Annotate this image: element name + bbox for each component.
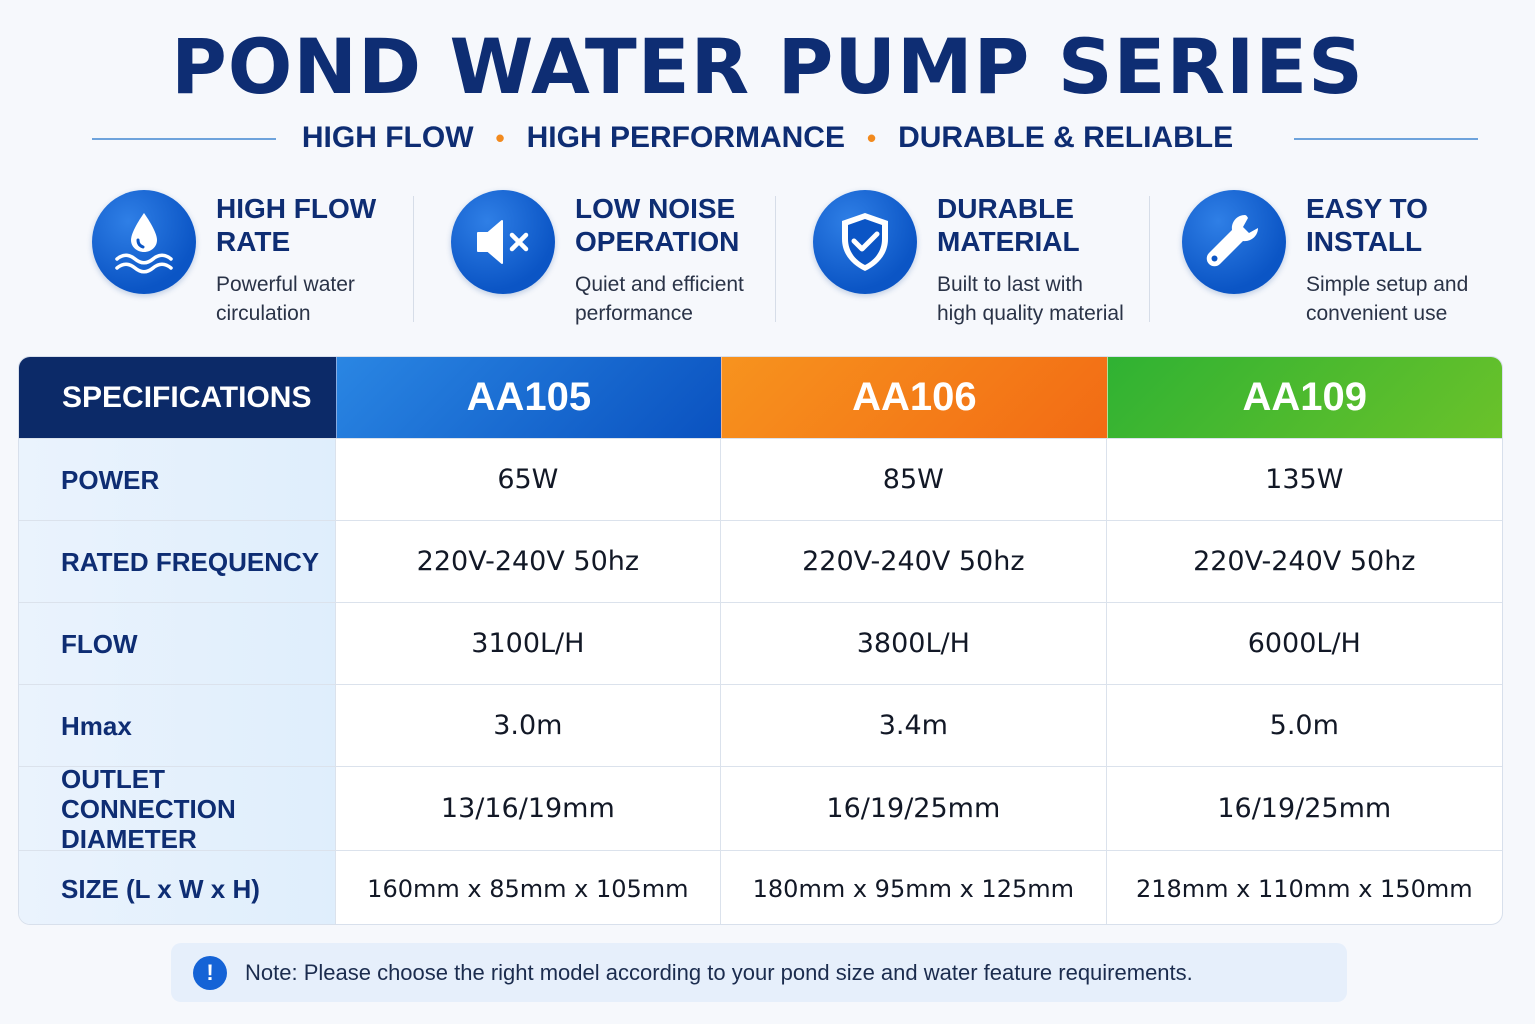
table-cell: 220V-240V 50hz [1193,546,1416,577]
feature-description: Powerful water circulation [216,273,355,325]
feature-divider [1149,196,1150,322]
table-cell: 160mm x 85mm x 105mm [336,851,722,924]
model-header-aa109: AA109 [1106,357,1502,438]
table-row-flow: FLOW 3100L/H 3800L/H 6000L/H [19,602,1502,684]
page-title: POND WATER PUMP SERIES [171,22,1364,111]
row-label: FLOW [19,603,336,684]
speaker-mute-icon [451,190,555,294]
table-cell: 135W [1265,464,1344,495]
feature-description: Simple setup and convenient use [1306,273,1469,325]
table-row-outlet-connection: OUTLET CONNECTION DIAMETER 13/16/19mm 16… [19,764,1502,854]
table-cell: 218mm x 110mm x 150mm [1135,874,1473,903]
note-banner: ! Note: Please choose the right model ac… [171,943,1347,1002]
table-cell: 220V-240V 50hz [721,521,1107,602]
model-header-aa105: AA105 [335,357,722,438]
tagline-dot: • [866,122,877,153]
feature-title: DURABLE MATERIAL [937,193,1080,257]
feature-title: LOW NOISE OPERATION [575,193,740,257]
table-cell: 16/19/25mm [1217,793,1392,824]
tagline-item-durable-reliable: DURABLE & RELIABLE [898,121,1234,154]
table-cell: 16/19/25mm [721,767,1107,850]
table-row-size: SIZE (L x W x H) 160mm x 85mm x 105mm 18… [19,850,1502,924]
table-header-row: SPECIFICATIONS AA105 AA106 AA109 [19,357,1502,438]
table-row-power: POWER 65W 85W 135W [19,438,1502,520]
spec-table: SPECIFICATIONS AA105 AA106 AA109 POWER 6… [18,356,1503,925]
spec-header: SPECIFICATIONS [19,357,336,438]
note-text: Note: Please choose the right model acco… [245,959,1193,985]
shield-check-icon [813,190,917,294]
feature-title: HIGH FLOW RATE [216,193,377,257]
table-cell: 180mm x 95mm x 125mm [721,851,1107,924]
table-cell: 3100L/H [336,603,722,684]
table-cell: 65W [336,439,722,520]
feature-easy-install: EASY TO INSTALL Simple setup and conveni… [1150,186,1492,328]
tagline-item-high-flow: HIGH FLOW [301,121,474,154]
table-cell: 13/16/19mm [336,767,722,850]
water-drop-waves-icon [92,190,196,294]
feature-description: Quiet and efficient performance [575,273,744,325]
feature-list: HIGH FLOW RATE Powerful water circulatio… [92,186,1492,328]
tagline: HIGH FLOW • HIGH PERFORMANCE • DURABLE &… [302,121,1233,155]
exclamation-icon: ! [193,955,227,990]
table-cell: 5.0m [1269,710,1339,741]
table-cell: 3800L/H [721,603,1107,684]
table-cell: 6000L/H [1247,628,1361,659]
table-cell: 3.4m [721,685,1107,766]
row-label: SIZE (L x W x H) [19,851,336,924]
row-label: RATED FREQUENCY [19,521,336,602]
tagline-item-high-performance: HIGH PERFORMANCE [526,121,845,154]
divider-line-right [1294,138,1478,140]
feature-description: Built to last with high quality material [937,273,1124,325]
wrench-icon [1182,190,1286,294]
table-cell: 3.0m [336,685,722,766]
feature-durable: DURABLE MATERIAL Built to last with high… [776,186,1150,328]
table-cell: 220V-240V 50hz [336,521,722,602]
row-label: Hmax [19,685,336,766]
table-row-hmax: Hmax 3.0m 3.4m 5.0m [19,684,1502,766]
row-label: POWER [19,439,336,520]
table-row-rated-frequency: RATED FREQUENCY 220V-240V 50hz 220V-240V… [19,520,1502,602]
tagline-dot: • [495,122,505,153]
feature-divider [775,196,776,322]
table-cell: 85W [721,439,1107,520]
feature-title: EASY TO INSTALL [1306,193,1428,257]
feature-low-noise: LOW NOISE OPERATION Quiet and efficient … [414,186,776,328]
feature-divider [413,196,414,322]
model-header-aa106: AA106 [721,357,1107,438]
row-label: OUTLET CONNECTION DIAMETER [19,764,336,854]
divider-line-left [92,138,276,140]
feature-high-flow: HIGH FLOW RATE Powerful water circulatio… [92,186,414,328]
tagline-row: HIGH FLOW • HIGH PERFORMANCE • DURABLE &… [0,116,1535,160]
